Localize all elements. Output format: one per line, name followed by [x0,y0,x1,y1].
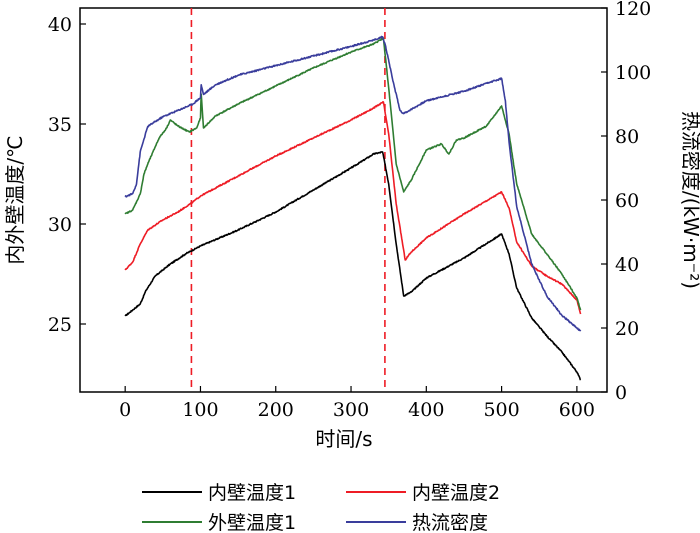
y-right-tick-label: 100 [615,62,651,84]
x-tick-label: 0 [119,399,131,421]
x-tick-label: 200 [258,399,294,421]
legend-label-outer-wall-1: 外壁温度1 [208,512,296,533]
y-right-axis-title: 热流密度/(kW·m⁻²) [679,111,700,289]
x-axis-title: 时间/s [315,427,372,451]
series-lines [124,35,582,381]
legend-label-inner-wall-2: 内壁温度2 [412,482,500,504]
y-right-tick-label: 80 [615,126,639,148]
legend: 内壁温度1 内壁温度2 外壁温度1 热流密度 [142,482,500,533]
x-tick-label: 400 [408,399,444,421]
y-left-tick-label: 25 [48,314,72,336]
y-right-tick-label: 120 [615,0,651,20]
x-tick-label: 300 [333,399,369,421]
y-right-tick-label: 60 [615,190,639,212]
legend-label-heat-flux: 热流密度 [412,512,488,533]
y-left-tick-label: 30 [48,214,72,236]
y-right-tick-label: 20 [615,318,639,340]
series-line-1 [124,151,582,381]
plot-frame [79,7,608,393]
series-line-4 [124,35,582,332]
x-tick-label: 100 [182,399,218,421]
y-left-tick-label: 40 [48,14,72,36]
y-left-axis-title: 内外壁温度/℃ [3,135,27,264]
legend-label-inner-wall-1: 内壁温度1 [208,482,296,504]
y-left-tick-label: 35 [48,114,72,136]
y-right-tick-label: 0 [615,382,627,404]
series-line-2 [124,101,582,315]
axes: 0 100 200 300 400 500 600253035400204060801001… [48,0,651,421]
series-line-3 [124,36,582,311]
reference-lines [190,8,386,392]
x-tick-label: 500 [483,399,519,421]
x-tick-label: 600 [559,399,595,421]
y-right-tick-label: 40 [615,254,639,276]
